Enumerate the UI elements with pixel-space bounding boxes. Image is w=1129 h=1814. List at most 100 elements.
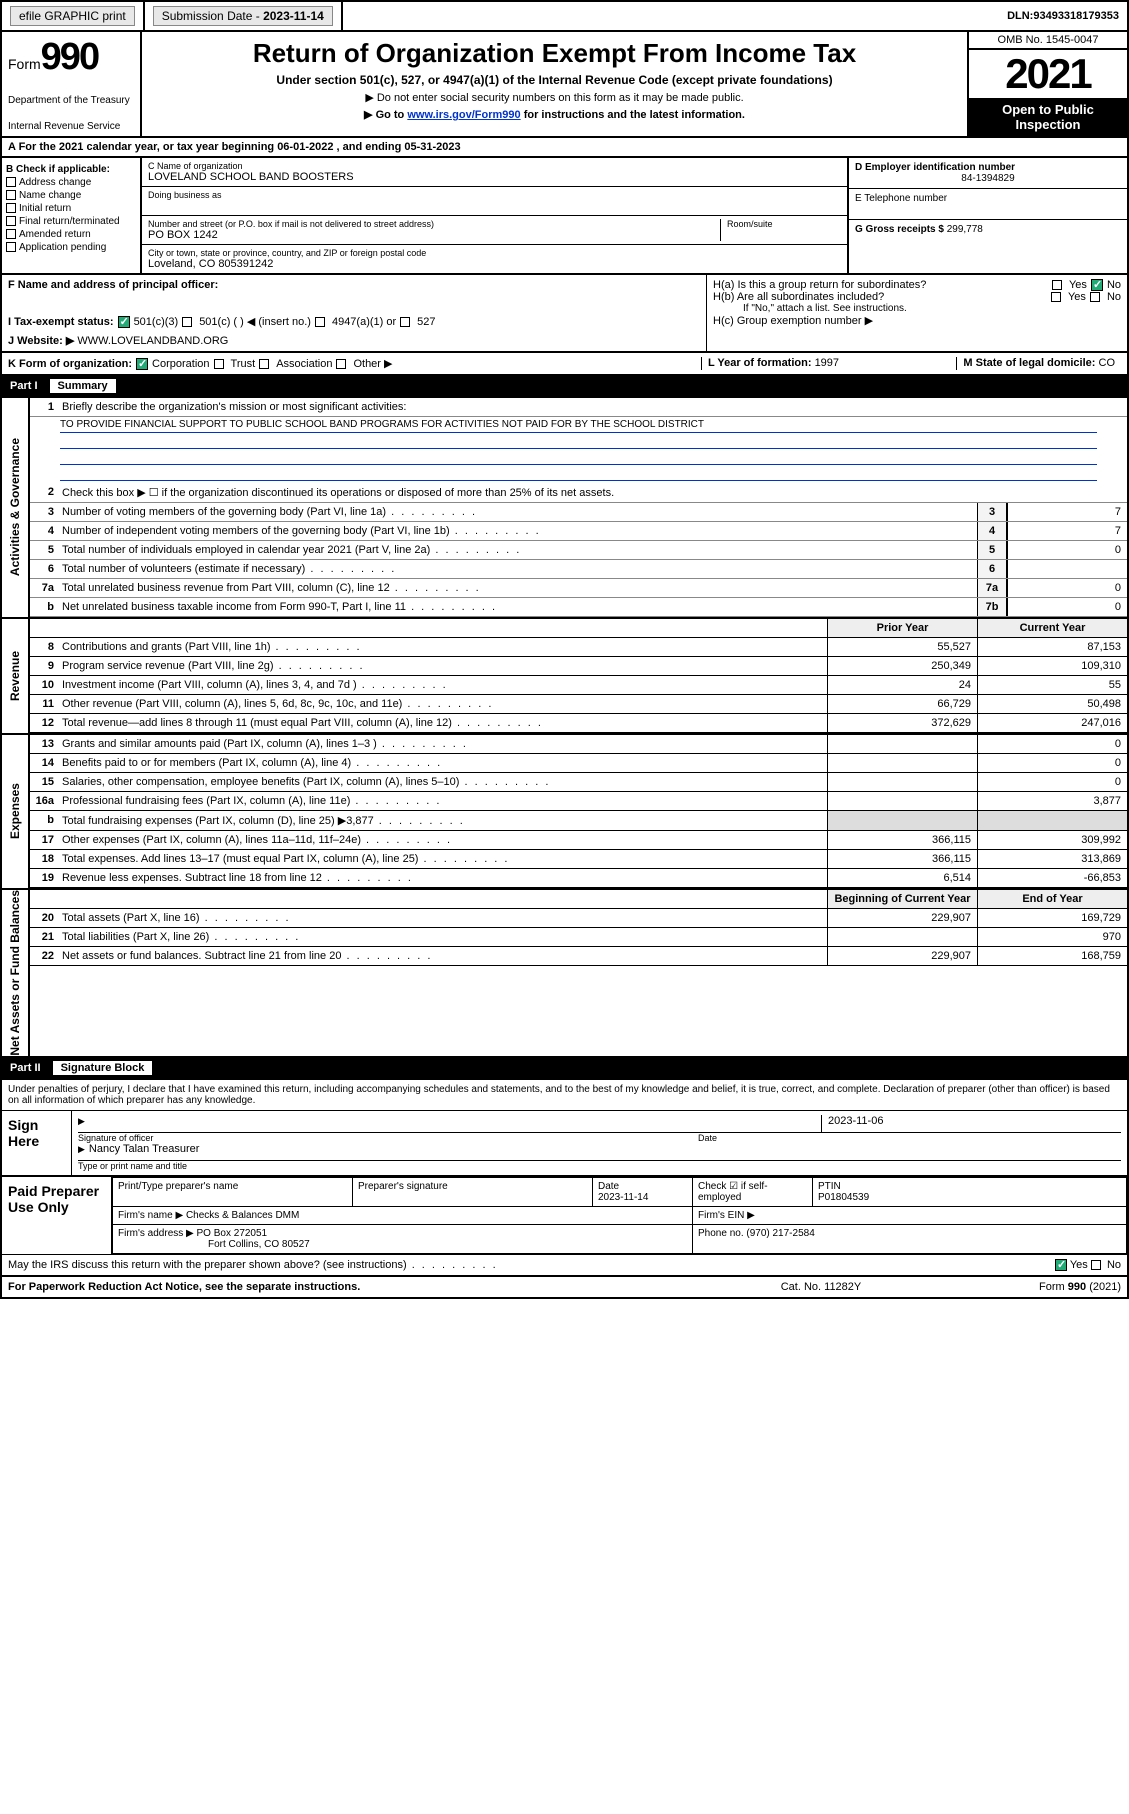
city-label: City or town, state or province, country…: [148, 248, 841, 258]
fin-line: 22Net assets or fund balances. Subtract …: [30, 947, 1127, 966]
row-f: F Name and address of principal officer:: [8, 279, 700, 291]
irs-link[interactable]: www.irs.gov/Form990: [407, 109, 520, 121]
box-c: C Name of organization LOVELAND SCHOOL B…: [142, 158, 847, 273]
officer-name: Nancy Talan Treasurer: [78, 1143, 1121, 1160]
dba-label: Doing business as: [148, 190, 841, 200]
room-label: Room/suite: [727, 219, 841, 229]
chk-address: Address change: [6, 177, 136, 188]
gov-line: 5Total number of individuals employed in…: [30, 541, 1127, 560]
fin-line: 18Total expenses. Add lines 13–17 (must …: [30, 850, 1127, 869]
submission-label: Submission Date -: [162, 9, 263, 23]
firm-name: Checks & Balances DMM: [186, 1210, 299, 1221]
org-name-label: C Name of organization: [148, 161, 841, 171]
form-label: Form: [8, 56, 41, 72]
section-netassets: Net Assets or Fund Balances Beginning of…: [0, 890, 1129, 1058]
submission-date: 2023-11-14: [263, 9, 324, 23]
city: Loveland, CO 805391242: [148, 258, 841, 270]
note-ssn: ▶ Do not enter social security numbers o…: [150, 91, 959, 104]
website: WWW.LOVELANDBAND.ORG: [77, 335, 228, 347]
row-hc: H(c) Group exemption number ▶: [713, 314, 1121, 327]
row-i: I Tax-exempt status: 501(c)(3) 501(c) ( …: [8, 315, 700, 328]
dept-treasury: Department of the Treasury: [8, 95, 134, 106]
q2: Check this box ▶ ☐ if the organization d…: [58, 483, 1127, 502]
submission: Submission Date - 2023-11-14: [145, 2, 343, 30]
chk-name: Name change: [6, 190, 136, 201]
gross-label: G Gross receipts $: [855, 224, 947, 235]
addr: PO BOX 1242: [148, 229, 714, 241]
domicile: CO: [1099, 357, 1116, 369]
paid-preparer: Paid Preparer Use Only: [2, 1177, 112, 1254]
chk-final: Final return/terminated: [6, 216, 136, 227]
chk-initial: Initial return: [6, 203, 136, 214]
penalty-text: Under penalties of perjury, I declare th…: [2, 1080, 1127, 1110]
header-left: Form990 Department of the Treasury Inter…: [2, 32, 142, 136]
row-klm: K Form of organization: Corporation Trus…: [0, 353, 1129, 376]
ein: 84-1394829: [855, 173, 1121, 184]
chk-pending: Application pending: [6, 242, 136, 253]
footer-right: Form 990 (2021): [921, 1281, 1121, 1293]
sig-date: 2023-11-06: [821, 1115, 1121, 1132]
part1-header: Part I Summary: [0, 376, 1129, 398]
fin-line: 10Investment income (Part VIII, column (…: [30, 676, 1127, 695]
signature-block: Under penalties of perjury, I declare th…: [0, 1080, 1129, 1277]
footer-mid: Cat. No. 11282Y: [721, 1281, 921, 1293]
vlabel-net: Net Assets or Fund Balances: [8, 890, 22, 1056]
box-b-label: B Check if applicable:: [6, 164, 136, 175]
box-b: B Check if applicable: Address change Na…: [2, 158, 142, 273]
fin-line: 11Other revenue (Part VIII, column (A), …: [30, 695, 1127, 714]
footer: For Paperwork Reduction Act Notice, see …: [0, 1277, 1129, 1299]
addr-label: Number and street (or P.O. box if mail i…: [148, 219, 714, 229]
firm-phone: (970) 217-2584: [746, 1228, 814, 1239]
header-mid: Return of Organization Exempt From Incom…: [142, 32, 967, 136]
note-link: ▶ Go to www.irs.gov/Form990 for instruct…: [150, 108, 959, 121]
fin-line: bTotal fundraising expenses (Part IX, co…: [30, 811, 1127, 831]
fin-line: 20Total assets (Part X, line 16)229,9071…: [30, 909, 1127, 928]
vlabel-gov: Activities & Governance: [8, 438, 22, 576]
vlabel-exp: Expenses: [8, 783, 22, 839]
mission: TO PROVIDE FINANCIAL SUPPORT TO PUBLIC S…: [60, 419, 1097, 433]
year-formation: 1997: [815, 357, 839, 369]
gov-line: bNet unrelated business taxable income f…: [30, 598, 1127, 617]
ein-label: D Employer identification number: [855, 162, 1121, 173]
discuss-row: May the IRS discuss this return with the…: [2, 1254, 1127, 1275]
open-inspection: Open to Public Inspection: [969, 98, 1127, 136]
tax-year: 2021: [969, 50, 1127, 98]
part2-header: Part II Signature Block: [0, 1058, 1129, 1080]
fin-line: 12Total revenue—add lines 8 through 11 (…: [30, 714, 1127, 733]
section-revenue: Revenue Prior YearCurrent Year 8Contribu…: [0, 619, 1129, 735]
efile-btn[interactable]: efile GRAPHIC print: [10, 6, 135, 26]
form-header: Form990 Department of the Treasury Inter…: [0, 32, 1129, 138]
fin-line: 13Grants and similar amounts paid (Part …: [30, 735, 1127, 754]
section-governance: Activities & Governance 1Briefly describ…: [0, 398, 1129, 619]
vlabel-rev: Revenue: [8, 651, 22, 701]
org-name: LOVELAND SCHOOL BAND BOOSTERS: [148, 171, 841, 183]
fin-line: 15Salaries, other compensation, employee…: [30, 773, 1127, 792]
gov-line: 6Total number of volunteers (estimate if…: [30, 560, 1127, 579]
footer-left: For Paperwork Reduction Act Notice, see …: [8, 1281, 721, 1293]
form-number: 990: [41, 36, 98, 78]
form-title: Return of Organization Exempt From Incom…: [150, 38, 959, 69]
gov-line: 7aTotal unrelated business revenue from …: [30, 579, 1127, 598]
row-fh: F Name and address of principal officer:…: [0, 275, 1129, 353]
fin-line: 17Other expenses (Part IX, column (A), l…: [30, 831, 1127, 850]
row-a: A For the 2021 calendar year, or tax yea…: [0, 138, 1129, 158]
fin-line: 8Contributions and grants (Part VIII, li…: [30, 638, 1127, 657]
efile-label: efile GRAPHIC print: [2, 2, 145, 30]
header-right: OMB No. 1545-0047 2021 Open to Public In…: [967, 32, 1127, 136]
form-subtitle: Under section 501(c), 527, or 4947(a)(1)…: [150, 73, 959, 87]
chk-501c3[interactable]: [118, 316, 130, 328]
gross-val: 299,778: [947, 224, 983, 235]
topbar: efile GRAPHIC print Submission Date - 20…: [0, 0, 1129, 32]
fin-line: 21Total liabilities (Part X, line 26)970: [30, 928, 1127, 947]
ptin: P01804539: [818, 1192, 869, 1203]
fin-line: 19Revenue less expenses. Subtract line 1…: [30, 869, 1127, 888]
q1: Briefly describe the organization's miss…: [58, 398, 1127, 416]
fin-line: 14Benefits paid to or for members (Part …: [30, 754, 1127, 773]
box-deg: D Employer identification number84-13948…: [847, 158, 1127, 273]
gov-line: 4Number of independent voting members of…: [30, 522, 1127, 541]
gov-line: 3Number of voting members of the governi…: [30, 503, 1127, 522]
chk-amended: Amended return: [6, 229, 136, 240]
fin-line: 9Program service revenue (Part VIII, lin…: [30, 657, 1127, 676]
irs-label: Internal Revenue Service: [8, 121, 134, 132]
row-h: H(a) Is this a group return for subordin…: [707, 275, 1127, 351]
